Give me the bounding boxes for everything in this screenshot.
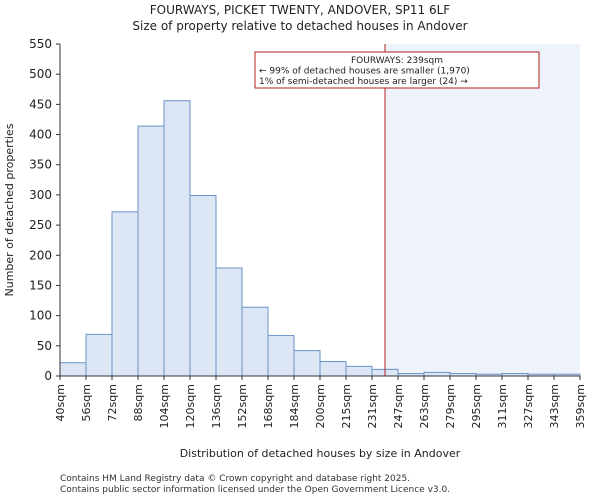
x-tick-label: 72sqm [106, 384, 119, 421]
x-tick-label: 152sqm [236, 384, 249, 428]
annotation-line: FOURWAYS: 239sqm [351, 56, 443, 66]
x-tick-label: 279sqm [444, 384, 457, 428]
y-tick-label: 150 [29, 278, 52, 292]
y-tick-label: 350 [29, 158, 52, 172]
y-tick-label: 200 [29, 248, 52, 262]
y-tick-label: 300 [29, 188, 52, 202]
x-tick-label: 136sqm [210, 384, 223, 428]
highlight-region [385, 44, 580, 376]
y-tick-label: 500 [29, 67, 52, 81]
x-tick-label: 359sqm [574, 384, 587, 428]
x-tick-label: 231sqm [366, 384, 379, 428]
histogram-bar [423, 371, 451, 377]
histogram-bar [215, 267, 243, 377]
histogram-bar [137, 125, 165, 377]
histogram-bar [111, 211, 139, 377]
chart-subtitle: Size of property relative to detached ho… [132, 19, 468, 33]
y-tick-label: 450 [29, 97, 52, 111]
x-tick-label: 311sqm [496, 384, 509, 428]
y-tick-label: 250 [29, 218, 52, 232]
x-tick-label: 200sqm [314, 384, 327, 428]
y-tick-label: 400 [29, 128, 52, 142]
x-axis-label: Distribution of detached houses by size … [179, 447, 461, 460]
footer-line-2: Contains public sector information licen… [60, 485, 451, 495]
y-axis-label: Number of detached properties [3, 123, 16, 296]
x-tick-label: 263sqm [418, 384, 431, 428]
x-tick-label: 327sqm [522, 384, 535, 428]
annotation-line: 1% of semi-detached houses are larger (2… [259, 77, 468, 87]
histogram-bar [293, 350, 321, 377]
x-tick-label: 215sqm [340, 384, 353, 428]
x-tick-label: 168sqm [262, 384, 275, 428]
x-tick-label: 104sqm [158, 384, 171, 428]
y-tick-label: 100 [29, 309, 52, 323]
histogram-bar [345, 365, 373, 377]
annotation-line: ← 99% of detached houses are smaller (1,… [259, 67, 470, 77]
x-tick-label: 56sqm [80, 384, 93, 421]
x-tick-label: 295sqm [470, 384, 483, 428]
x-tick-label: 40sqm [54, 384, 67, 421]
histogram-bar [267, 335, 295, 377]
histogram-bar [241, 306, 269, 377]
x-tick-label: 247sqm [392, 384, 405, 428]
histogram-bar [85, 333, 113, 377]
annotation-box [254, 51, 540, 89]
x-tick-label: 88sqm [132, 384, 145, 421]
footer-line-1: Contains HM Land Registry data © Crown c… [60, 474, 411, 484]
histogram-bar [319, 361, 347, 377]
histogram-bar [189, 195, 217, 377]
chart-title: FOURWAYS, PICKET TWENTY, ANDOVER, SP11 6… [149, 3, 451, 17]
y-tick-label: 50 [37, 339, 52, 353]
y-tick-label: 550 [29, 37, 52, 51]
histogram-bar [163, 100, 191, 377]
y-tick-label: 0 [44, 369, 52, 383]
x-tick-label: 184sqm [288, 384, 301, 428]
x-tick-label: 120sqm [184, 384, 197, 428]
x-tick-label: 343sqm [548, 384, 561, 428]
histogram-bar [59, 362, 87, 377]
